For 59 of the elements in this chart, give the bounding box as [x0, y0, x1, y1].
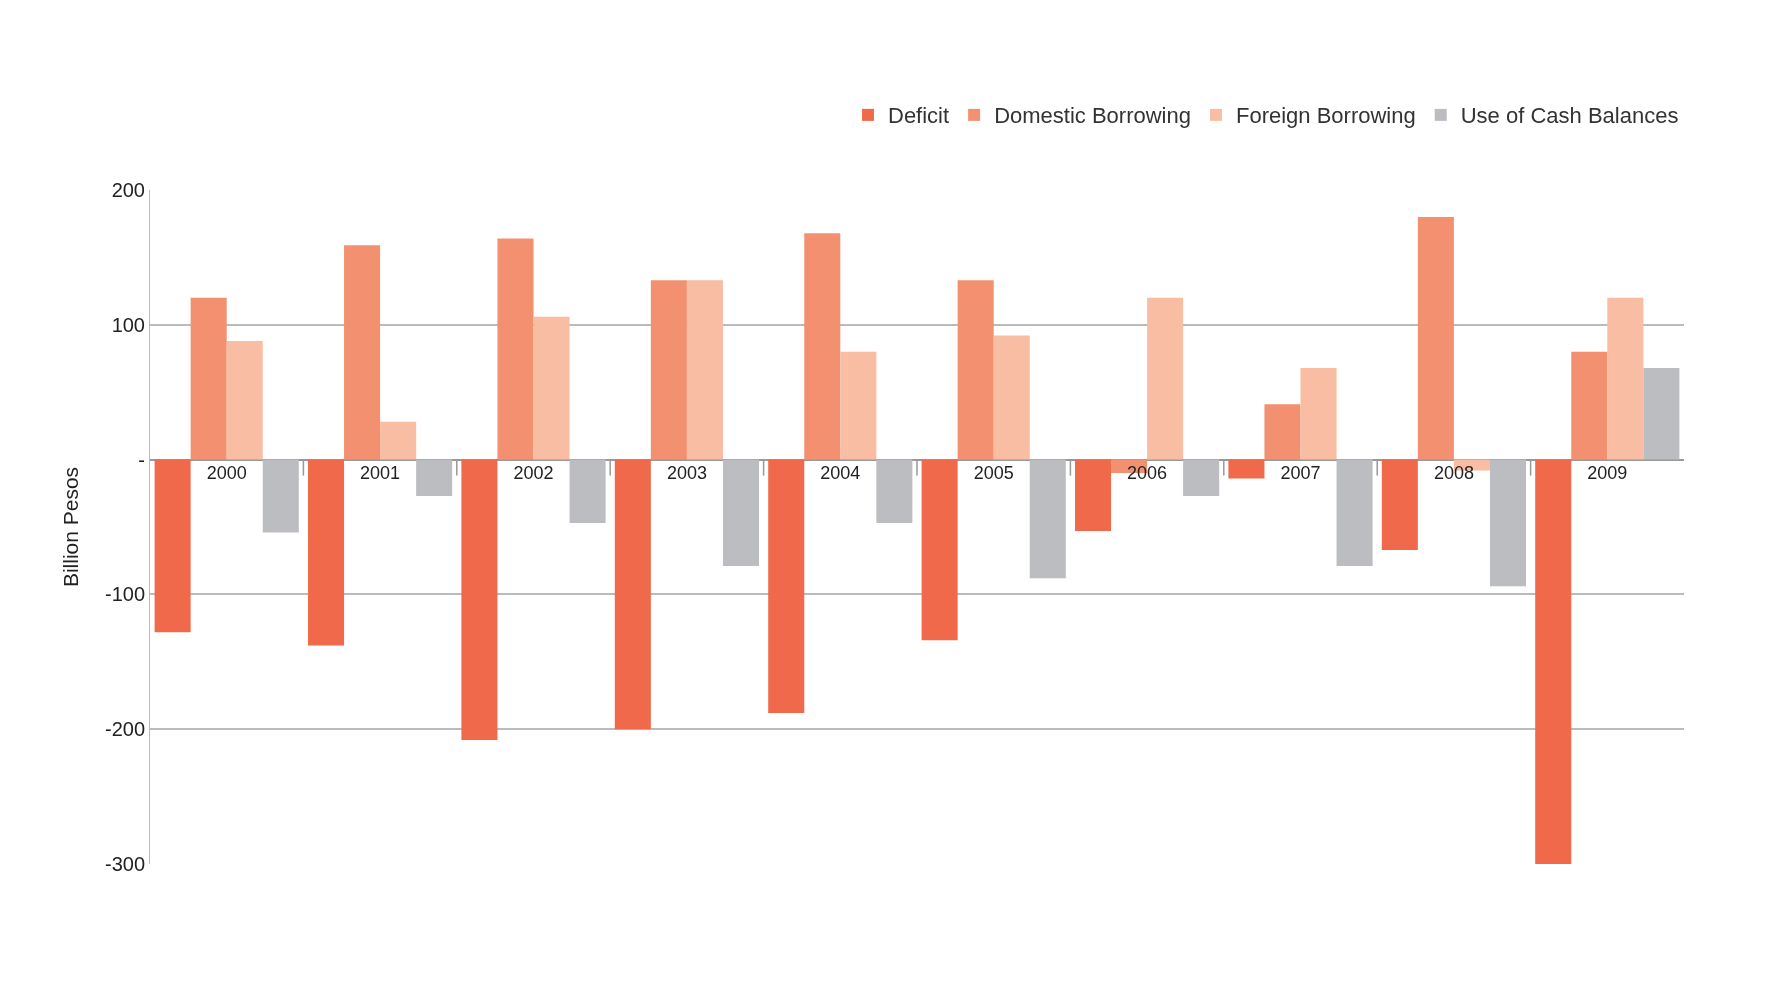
bar [190, 297, 227, 460]
bar [1417, 216, 1454, 460]
x-tick-label: 2009 [1587, 462, 1628, 483]
bar [921, 459, 958, 641]
bar [226, 340, 263, 460]
bar [804, 233, 841, 460]
bar [1643, 367, 1680, 460]
bar [344, 245, 381, 460]
bar [497, 238, 534, 460]
x-tick-label: 2002 [513, 462, 554, 483]
bar [876, 459, 913, 523]
bar [1489, 459, 1526, 587]
bar [1535, 459, 1572, 864]
bar [1571, 351, 1608, 460]
bar [768, 459, 805, 714]
y-tick-label: -100 [104, 583, 145, 606]
y-tick-label: - [138, 448, 145, 471]
x-tick-label: 2001 [360, 462, 401, 483]
bar [1183, 459, 1220, 496]
bar [957, 280, 994, 460]
bar [1147, 297, 1184, 460]
bar [1336, 459, 1373, 567]
x-tick-label: 2007 [1280, 462, 1321, 483]
x-tick-label: 2003 [666, 462, 707, 483]
legend-label: Use of Cash Balances [1460, 103, 1679, 129]
bar [650, 280, 687, 460]
bar [533, 316, 570, 460]
bar [1029, 459, 1066, 579]
x-tick-label: 2004 [820, 462, 861, 483]
bar [380, 421, 417, 460]
x-tick-label: 2008 [1433, 462, 1474, 483]
bar [1228, 459, 1265, 479]
y-tick-label: 100 [111, 313, 145, 336]
bar [993, 335, 1030, 460]
bar [416, 459, 453, 496]
bar [840, 351, 877, 460]
bar [722, 459, 759, 567]
bar [1264, 404, 1301, 460]
bar [569, 459, 606, 523]
bar [1607, 297, 1644, 460]
x-tick-label: 2006 [1127, 462, 1168, 483]
legend-label: Deficit [888, 103, 950, 129]
y-tick-label: -300 [104, 853, 145, 875]
bar [262, 459, 299, 533]
bar [154, 459, 191, 633]
bar [308, 459, 345, 646]
bar [461, 459, 498, 740]
bar [1300, 367, 1337, 460]
x-tick-label: 2000 [206, 462, 247, 483]
bar [686, 280, 723, 460]
x-tick-label: 2005 [973, 462, 1014, 483]
bar [1381, 459, 1418, 550]
legend-label: Foreign Borrowing [1235, 103, 1416, 129]
legend-label: Domestic Borrowing [994, 103, 1191, 129]
y-tick-label: 200 [111, 179, 145, 201]
y-tick-label: -200 [104, 718, 145, 741]
y-axis-title: Billion Pesos [59, 466, 83, 588]
bar [1075, 459, 1112, 532]
bar [614, 459, 651, 730]
